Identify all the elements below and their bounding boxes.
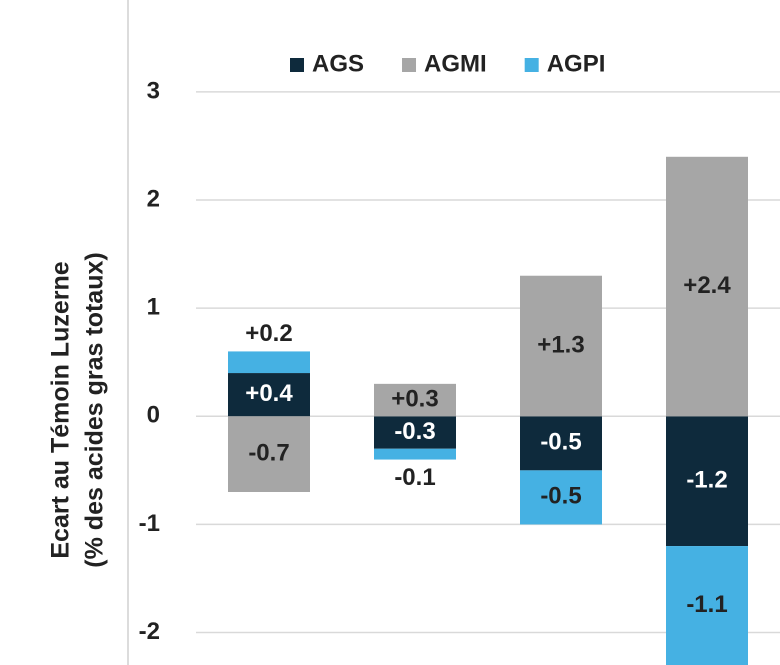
bar-segment: [374, 383, 456, 417]
data-label: -1.1: [686, 591, 727, 618]
y-tick-label: 3: [147, 77, 160, 104]
bar-segment: [666, 156, 748, 417]
data-label: -0.5: [540, 483, 581, 510]
data-label: +0.2: [245, 320, 292, 347]
data-label: -0.3: [394, 418, 435, 445]
bar-segment: [520, 275, 602, 417]
legend-swatch: [402, 58, 417, 72]
y-axis-title: (% des acides gras totaux): [81, 252, 109, 567]
data-label: +2.4: [683, 272, 731, 299]
legend-label: AGPI: [547, 50, 606, 77]
y-axis-title-group: Ecart au Témoin Luzerne (% des acides gr…: [47, 252, 109, 567]
data-label: -0.7: [248, 439, 289, 466]
y-tick-label: 1: [147, 294, 160, 321]
y-tick-label: 2: [147, 185, 160, 212]
bar-segment: [228, 351, 310, 374]
y-axis-title: Ecart au Témoin Luzerne: [47, 261, 75, 558]
bar-segment: [374, 448, 456, 460]
y-tick-label: -1: [139, 510, 160, 537]
bar-segment: [520, 416, 602, 471]
bar-segment: [228, 373, 310, 417]
legend-swatch: [524, 58, 539, 72]
data-label: +1.3: [537, 331, 584, 358]
y-tick-label: -2: [139, 618, 160, 645]
legend-swatch: [290, 58, 304, 72]
y-tick-label: 0: [147, 402, 160, 429]
data-label: -1.2: [686, 467, 727, 494]
bar-segment: [520, 470, 602, 525]
bar-segment: [666, 546, 748, 665]
data-label: -0.5: [540, 429, 581, 456]
legend-label: AGMI: [424, 50, 487, 77]
bar-segment: [228, 416, 310, 492]
data-label: +0.3: [391, 385, 438, 412]
bar-segment: [666, 416, 748, 547]
legend-label: AGS: [312, 50, 364, 77]
bar-segment: [374, 416, 456, 449]
data-label: +0.4: [245, 380, 293, 407]
data-label: -0.1: [394, 464, 435, 491]
